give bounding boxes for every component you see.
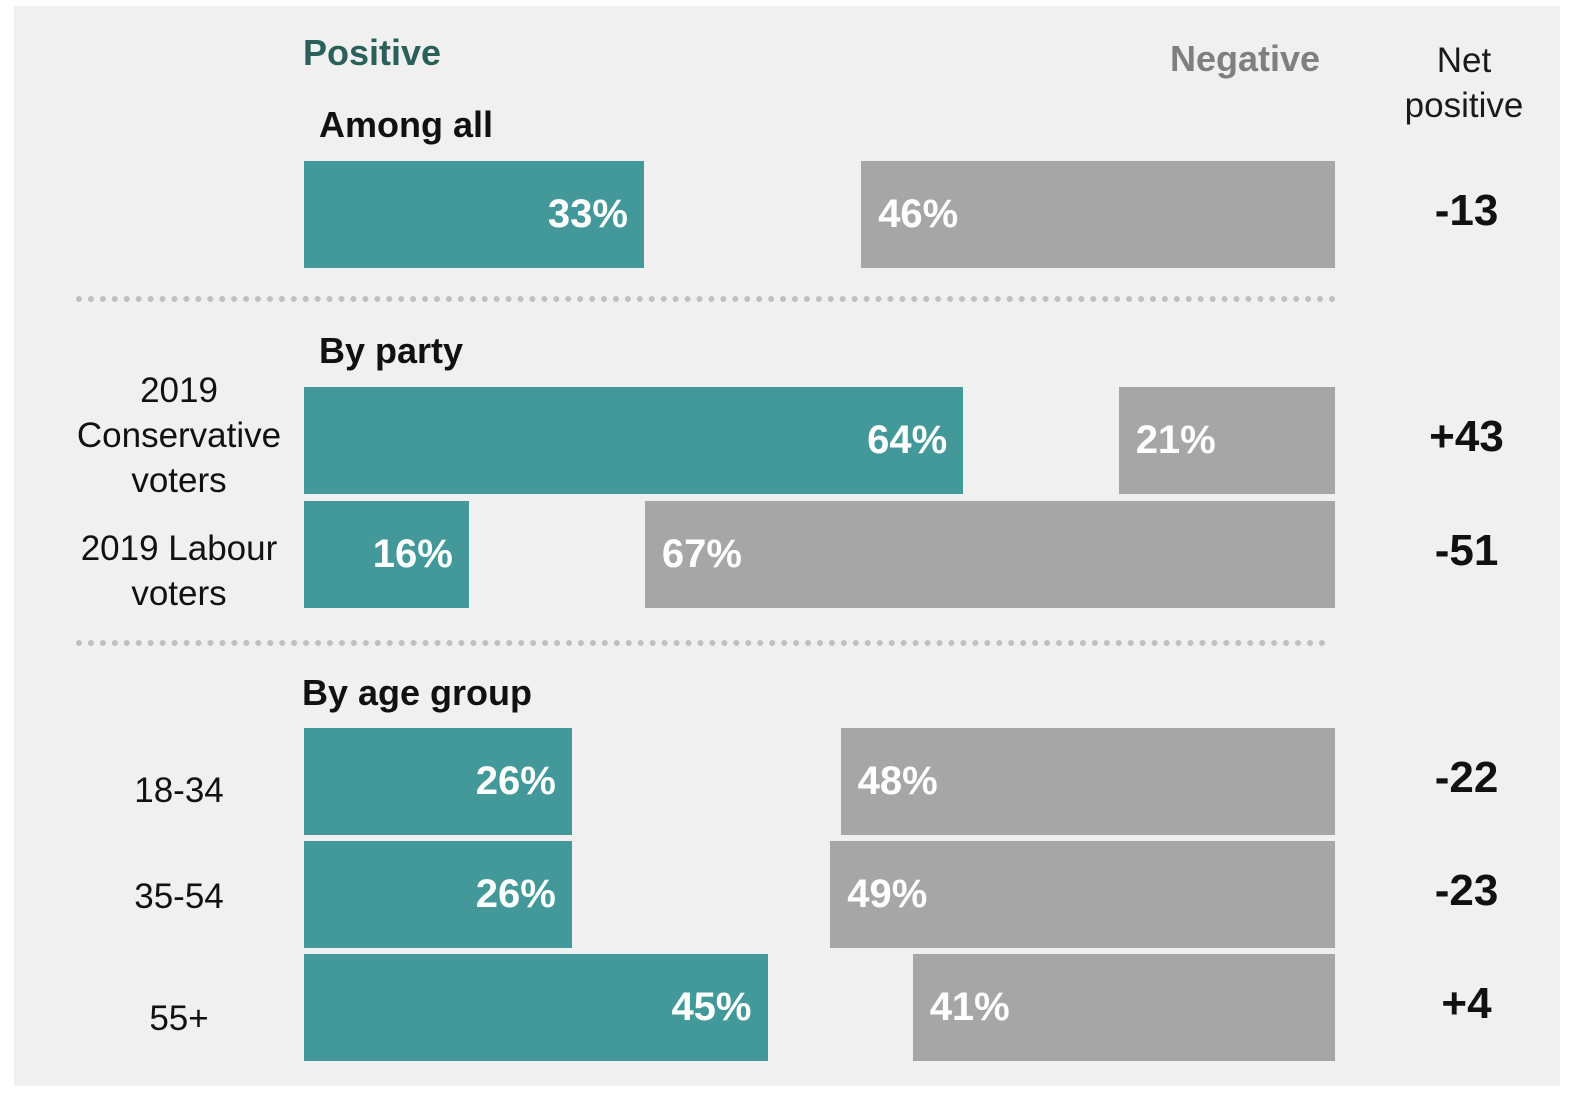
chart-panel: Positive Negative Net positive Among all…	[14, 6, 1560, 1086]
positive-header: Positive	[303, 32, 442, 73]
negative-bar: 41%	[912, 954, 1335, 1061]
positive-value-label: 64%	[867, 418, 948, 462]
negative-header: Negative	[1170, 38, 1321, 79]
row-label: 35-54	[134, 877, 224, 916]
section-title-by-party: By party	[319, 330, 464, 371]
positive-bar: 26%	[304, 728, 572, 835]
positive-bar: 33%	[304, 161, 644, 268]
net-positive-header: Net positive	[1404, 41, 1524, 125]
row-label: 18-34	[134, 771, 224, 810]
positive-bar: 16%	[304, 501, 469, 608]
positive-value-label: 33%	[547, 192, 628, 236]
row-label: 2019 Labour voters	[80, 529, 278, 613]
section-divider	[76, 640, 1326, 646]
positive-value-label: 26%	[475, 872, 556, 916]
negative-bar: 67%	[644, 501, 1335, 608]
negative-bar: 48%	[840, 728, 1335, 835]
positive-value-label: 26%	[475, 759, 556, 803]
negative-value-label: 46%	[878, 192, 959, 236]
net-positive-value: -51	[1434, 526, 1499, 575]
net-positive-value: +4	[1441, 979, 1492, 1028]
negative-value-label: 21%	[1135, 418, 1216, 462]
negative-bar: 49%	[830, 841, 1335, 948]
section-title-by-age-group: By age group	[302, 672, 533, 713]
net-positive-value: -13	[1434, 186, 1499, 235]
negative-bar: 21%	[1118, 387, 1335, 494]
positive-bar: 45%	[304, 954, 768, 1061]
negative-value-label: 67%	[661, 532, 742, 576]
negative-value-label: 48%	[857, 759, 938, 803]
positive-bar: 26%	[304, 841, 572, 948]
negative-value-label: 41%	[929, 985, 1010, 1029]
negative-bar: 46%	[861, 161, 1335, 268]
row-label: 55+	[149, 999, 209, 1038]
positive-bar: 64%	[304, 387, 964, 494]
section-divider	[76, 296, 1336, 302]
net-positive-value: -22	[1434, 753, 1499, 802]
positive-value-label: 45%	[671, 985, 752, 1029]
positive-value-label: 16%	[372, 532, 453, 576]
net-positive-value: +43	[1429, 412, 1504, 461]
net-positive-value: -23	[1434, 866, 1499, 915]
row-label: 2019 Conservative voters	[76, 371, 282, 500]
negative-value-label: 49%	[847, 872, 928, 916]
section-title-among-all: Among all	[319, 104, 494, 145]
